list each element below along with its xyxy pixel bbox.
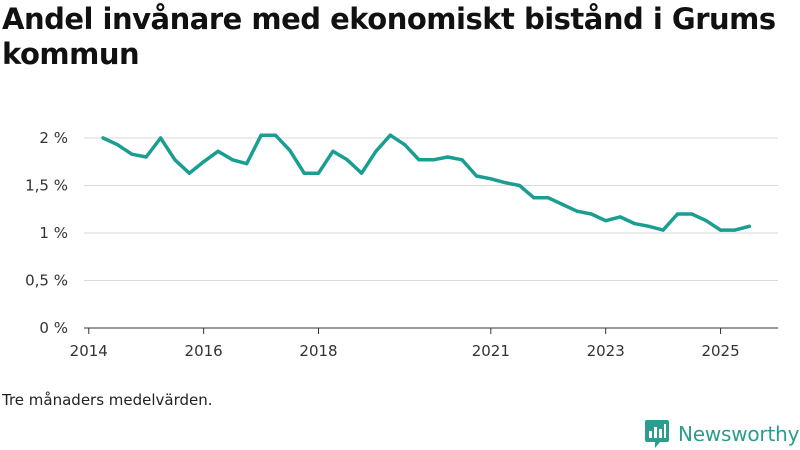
data-point-27 <box>489 177 493 181</box>
data-point-0 <box>101 136 105 140</box>
y-tick-label-1: 0,5 % <box>25 272 68 290</box>
data-point-31 <box>546 196 550 200</box>
data-point-25 <box>460 158 464 162</box>
data-point-26 <box>474 174 479 178</box>
data-point-7 <box>202 160 206 164</box>
data-point-36 <box>618 215 622 219</box>
data-point-10 <box>245 162 249 166</box>
data-point-34 <box>589 212 593 216</box>
data-point-23 <box>431 158 435 162</box>
data-point-37 <box>632 221 637 226</box>
data-point-2 <box>130 152 134 156</box>
gridlines <box>84 137 778 281</box>
data-point-17 <box>345 158 349 162</box>
series-line-0 <box>101 133 752 232</box>
data-point-28 <box>503 181 507 185</box>
x-tick-label-3: 2021 <box>472 342 510 360</box>
data-point-40 <box>675 212 680 216</box>
data-point-11 <box>259 133 263 137</box>
data-point-8 <box>216 149 220 153</box>
data-point-4 <box>158 136 163 140</box>
y-tick-label-3: 1,5 % <box>25 177 68 195</box>
data-point-32 <box>561 202 565 207</box>
x-tick-label-2: 2018 <box>299 342 337 360</box>
data-point-18 <box>359 171 364 175</box>
data-point-13 <box>288 148 292 152</box>
x-tick-label-5: 2025 <box>701 342 739 360</box>
series-group <box>101 133 752 232</box>
data-point-42 <box>704 219 708 223</box>
data-point-45 <box>747 224 751 228</box>
data-point-9 <box>230 158 234 162</box>
page-title: Andel invånare med ekonomiskt bistånd i … <box>2 2 776 71</box>
data-point-19 <box>374 149 378 153</box>
data-point-20 <box>388 133 392 137</box>
x-axis-ticks: 2014 2016 2018 2021 2023 2025 <box>70 328 740 360</box>
y-tick-label-4: 2 % <box>39 129 68 147</box>
x-tick-label-0: 2014 <box>70 342 108 360</box>
data-point-22 <box>417 158 421 162</box>
data-point-1 <box>115 143 120 147</box>
x-tick-label-1: 2016 <box>185 342 223 360</box>
y-axis-tick-labels: 0 % 0,5 % 1 % 1,5 % 2 % <box>25 129 68 337</box>
data-point-30 <box>532 196 536 200</box>
y-tick-label-0: 0 % <box>39 319 68 337</box>
y-tick-label-2: 1 % <box>39 224 68 242</box>
data-point-38 <box>647 224 651 228</box>
brand-name: Newsworthy <box>678 422 800 446</box>
data-point-16 <box>331 149 335 153</box>
data-point-3 <box>144 155 148 159</box>
brand-logo[interactable]: Newsworthy <box>644 418 799 450</box>
data-point-15 <box>316 171 321 175</box>
chart-note: Tre månaders medelvärden. <box>2 391 213 409</box>
data-point-14 <box>302 171 306 175</box>
data-point-35 <box>604 219 608 223</box>
data-point-21 <box>403 143 407 147</box>
data-point-29 <box>517 183 522 188</box>
data-point-44 <box>733 228 737 232</box>
x-tick-label-4: 2023 <box>587 342 625 360</box>
data-point-24 <box>446 155 450 159</box>
newsworthy-logo-icon <box>645 420 669 448</box>
data-point-39 <box>661 228 665 232</box>
data-point-5 <box>173 158 177 162</box>
data-point-33 <box>575 209 579 213</box>
data-point-41 <box>690 212 694 216</box>
data-point-6 <box>187 171 191 175</box>
data-point-43 <box>718 228 723 232</box>
data-point-12 <box>273 133 278 137</box>
